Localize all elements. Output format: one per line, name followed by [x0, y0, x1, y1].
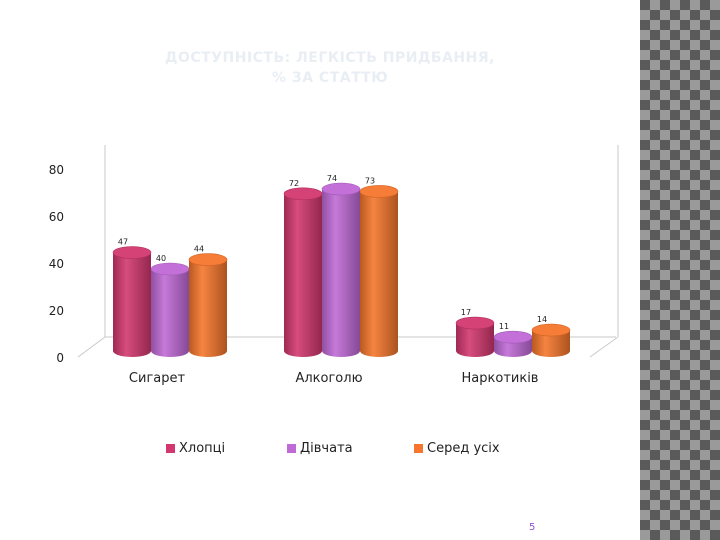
legend-label: Дівчата	[300, 441, 353, 456]
data-label: 47	[118, 238, 128, 247]
y-tick-label: 40	[49, 257, 64, 271]
y-tick-label: 0	[56, 351, 64, 365]
data-label: 74	[327, 174, 337, 183]
floor-edge-right	[589, 336, 619, 358]
x-tick-label: Наркотиків	[462, 371, 539, 386]
bar-top-2-1	[359, 185, 399, 198]
floor-edge-left	[77, 336, 106, 358]
slide-title: ДОСТУПНІСТЬ: ЛЕГКІСТЬ ПРИДБАННЯ, % ЗА СТ…	[60, 48, 600, 88]
legend-swatch	[287, 444, 296, 453]
data-label: 11	[499, 322, 509, 331]
bar-0-1	[284, 193, 322, 357]
bar-1-1	[322, 189, 360, 357]
bar-top-2-0	[188, 253, 228, 266]
x-tick-label: Сигарет	[129, 371, 186, 386]
data-label: 73	[365, 176, 375, 185]
bar-top-0-2	[455, 316, 495, 330]
bar-top-2-2	[531, 323, 571, 337]
bar-chart: 0 20 40 60 80 47 40 44 Сигарет 72 74 73 Алкоголю 17 11…	[49, 145, 619, 386]
bar-1-0	[151, 269, 189, 357]
legend-swatch	[414, 444, 423, 453]
data-label: 44	[194, 245, 204, 254]
data-label: 72	[289, 179, 299, 188]
y-tick-label: 20	[49, 304, 64, 318]
bar-top-0-1	[283, 187, 323, 201]
y-tick-label: 80	[49, 163, 64, 177]
bar-top-1-0	[150, 262, 190, 276]
slide-title-line-2: % ЗА СТАТТЮ	[271, 70, 389, 86]
legend-item: Дівчата	[287, 441, 353, 456]
bar-2-0	[189, 259, 227, 357]
legend-label: Хлопці	[179, 441, 226, 456]
data-label: 14	[537, 315, 547, 324]
data-label: 40	[156, 254, 166, 263]
x-tick-label: Алкоголю	[295, 371, 362, 386]
decorative-pattern-sidebar	[640, 0, 720, 540]
page-number: 5	[529, 522, 536, 533]
y-tick-label: 60	[49, 210, 64, 224]
legend-swatch	[166, 444, 175, 453]
bar-2-1	[360, 191, 398, 357]
bar-2-2	[532, 330, 570, 357]
bar-0-2	[456, 323, 494, 357]
legend-label: Серед усіх	[427, 441, 500, 456]
legend-item: Серед усіх	[414, 441, 500, 456]
legend-item: Хлопці	[166, 441, 225, 456]
data-label: 17	[461, 308, 471, 317]
bar-top-1-2	[493, 330, 533, 344]
bar-top-0-0	[112, 246, 152, 259]
bar-0-0	[113, 252, 151, 357]
bar-top-1-1	[321, 182, 361, 196]
slide-title-line-1: ДОСТУПНІСТЬ: ЛЕГКІСТЬ ПРИДБАННЯ,	[165, 50, 495, 66]
